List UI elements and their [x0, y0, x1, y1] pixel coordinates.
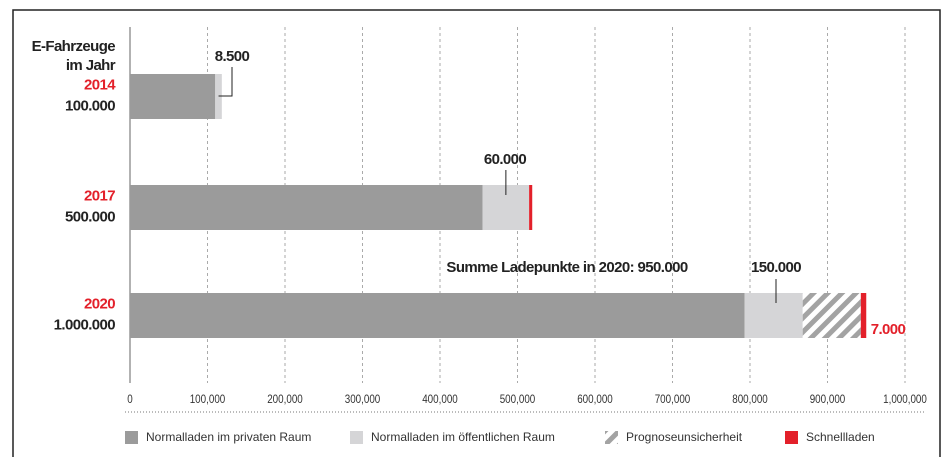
- category-sublabel: 100.000: [65, 97, 115, 114]
- bar-segment: [130, 74, 216, 119]
- category-label: 2017: [84, 187, 115, 204]
- x-tick-label: 200,000: [267, 393, 303, 406]
- leader-line: [218, 67, 233, 97]
- legend-label: Normalladen im öffentlichen Raum: [371, 430, 555, 444]
- x-tick-label: 0: [127, 393, 132, 406]
- category-label: 2020: [84, 295, 115, 312]
- legend-swatch: [350, 431, 363, 444]
- value-label: 7.000: [871, 321, 906, 338]
- category-sublabel: 1.000.000: [54, 316, 116, 333]
- y-axis-label: im Jahr: [66, 57, 116, 74]
- x-tick-label: 1,000,000: [883, 393, 927, 406]
- x-tick-label: 500,000: [500, 393, 536, 406]
- legend-label: Prognoseunsicherheit: [626, 430, 743, 444]
- legend-label: Schnellladen: [806, 430, 875, 444]
- annotation: Summe Ladepunkte in 2020: 950.000: [446, 259, 687, 276]
- x-tick-label: 800,000: [732, 393, 768, 406]
- annotation: 150.000: [751, 259, 801, 276]
- legend-swatch: [785, 431, 798, 444]
- legend-label: Normalladen im privaten Raum: [146, 430, 311, 444]
- x-tick-label: 100,000: [190, 393, 226, 406]
- x-tick-label: 300,000: [345, 393, 381, 406]
- bar-segment: [744, 293, 803, 338]
- value-label: 60.000: [484, 151, 527, 168]
- value-label: 8.500: [215, 48, 250, 65]
- category-label: 2014: [84, 76, 116, 93]
- x-tick-label: 600,000: [577, 393, 613, 406]
- bar-segment: [860, 293, 867, 338]
- bar-segment: [130, 293, 745, 338]
- legend-swatch: [125, 431, 138, 444]
- bar-segment: [802, 293, 861, 338]
- bar-segment: [130, 185, 483, 230]
- legend-swatch: [605, 431, 618, 444]
- x-tick-label: 900,000: [810, 393, 846, 406]
- bar-segment: [529, 185, 533, 230]
- frame: [12, 9, 941, 457]
- category-sublabel: 500.000: [65, 208, 115, 225]
- x-tick-label: 400,000: [422, 393, 458, 406]
- y-axis-label: E-Fahrzeuge: [32, 38, 116, 55]
- x-tick-label: 700,000: [655, 393, 691, 406]
